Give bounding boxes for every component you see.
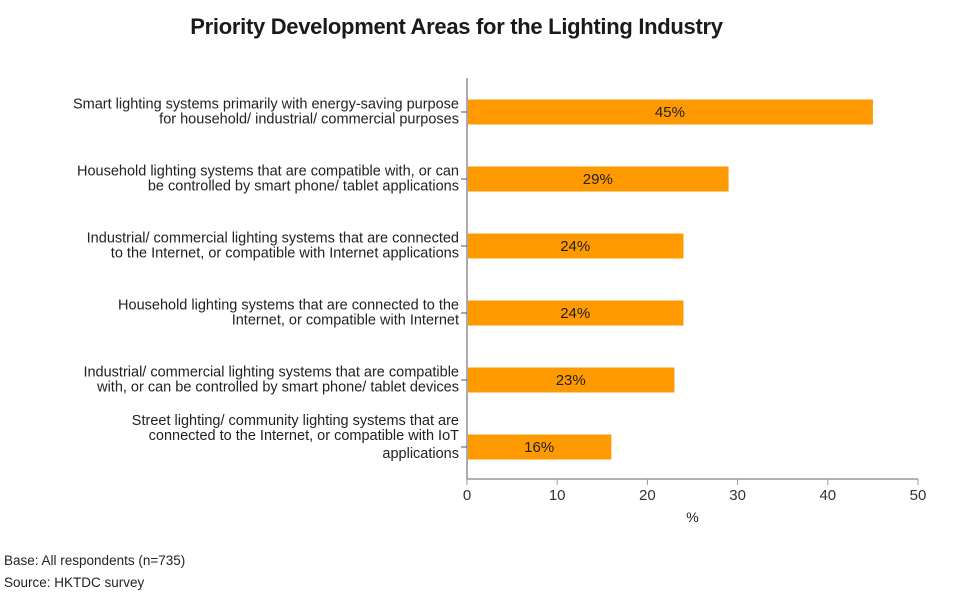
bar <box>468 434 612 460</box>
x-tick-label: 10 <box>549 487 566 504</box>
category-label-line: Street lighting/ community lighting syst… <box>132 413 459 429</box>
category-label-line: Household lighting systems that are conn… <box>118 298 459 314</box>
bar-data-label: 24% <box>560 238 590 255</box>
bar-data-label: 24% <box>560 305 590 322</box>
bar <box>468 99 873 125</box>
category-label-line: applications <box>382 446 459 462</box>
category-labels-group: Smart lighting systems primarily with en… <box>73 97 467 462</box>
category-label-line: Industrial/ commercial lighting systems … <box>83 365 459 381</box>
category-label-line: to the Internet, or compatible with Inte… <box>111 246 459 262</box>
category-label-line: be controlled by smart phone/ tablet app… <box>148 179 459 195</box>
x-tick-label: 0 <box>463 487 471 504</box>
category-label: Industrial/ commercial lighting systems … <box>83 365 459 396</box>
chart-title: Priority Development Areas for the Light… <box>190 14 723 39</box>
bar <box>468 367 675 393</box>
source-note: Source: HKTDC survey <box>4 575 145 590</box>
base-note: Base: All respondents (n=735) <box>4 553 186 568</box>
category-label-line: connected to the Internet, or compatible… <box>149 428 459 444</box>
category-label: Street lighting/ community lighting syst… <box>132 413 459 462</box>
category-label: Household lighting systems that are conn… <box>118 298 459 329</box>
x-tick-label: 40 <box>819 487 836 504</box>
category-label-line: Industrial/ commercial lighting systems … <box>87 231 459 247</box>
bar <box>468 166 729 192</box>
bar-data-label: 29% <box>583 171 613 188</box>
x-tick-label: 20 <box>639 487 656 504</box>
bar-data-label: 23% <box>556 372 586 389</box>
x-tick-label: 30 <box>729 487 746 504</box>
bar-labels-group: 45% 29% 24% 24% 23% 16% <box>524 104 685 456</box>
category-label-line: with, or can be controlled by smart phon… <box>96 380 459 396</box>
x-tick-label: 50 <box>910 487 927 504</box>
category-label-line: Smart lighting systems primarily with en… <box>73 97 459 113</box>
category-label-line: Internet, or compatible with Internet <box>232 313 459 329</box>
bar-data-label: 16% <box>524 439 554 456</box>
x-axis-title: % <box>686 509 698 525</box>
bar <box>468 300 684 326</box>
category-label: Smart lighting systems primarily with en… <box>73 97 459 128</box>
category-label: Household lighting systems that are comp… <box>77 164 459 195</box>
x-ticks-group: 0 10 20 30 40 50 <box>463 479 927 504</box>
category-label-line: Household lighting systems that are comp… <box>77 164 459 180</box>
bar <box>468 233 684 259</box>
bar-data-label: 45% <box>655 104 685 121</box>
bars-group <box>468 99 873 460</box>
category-label-line: for household/ industrial/ commercial pu… <box>159 112 459 128</box>
category-label: Industrial/ commercial lighting systems … <box>87 231 459 262</box>
